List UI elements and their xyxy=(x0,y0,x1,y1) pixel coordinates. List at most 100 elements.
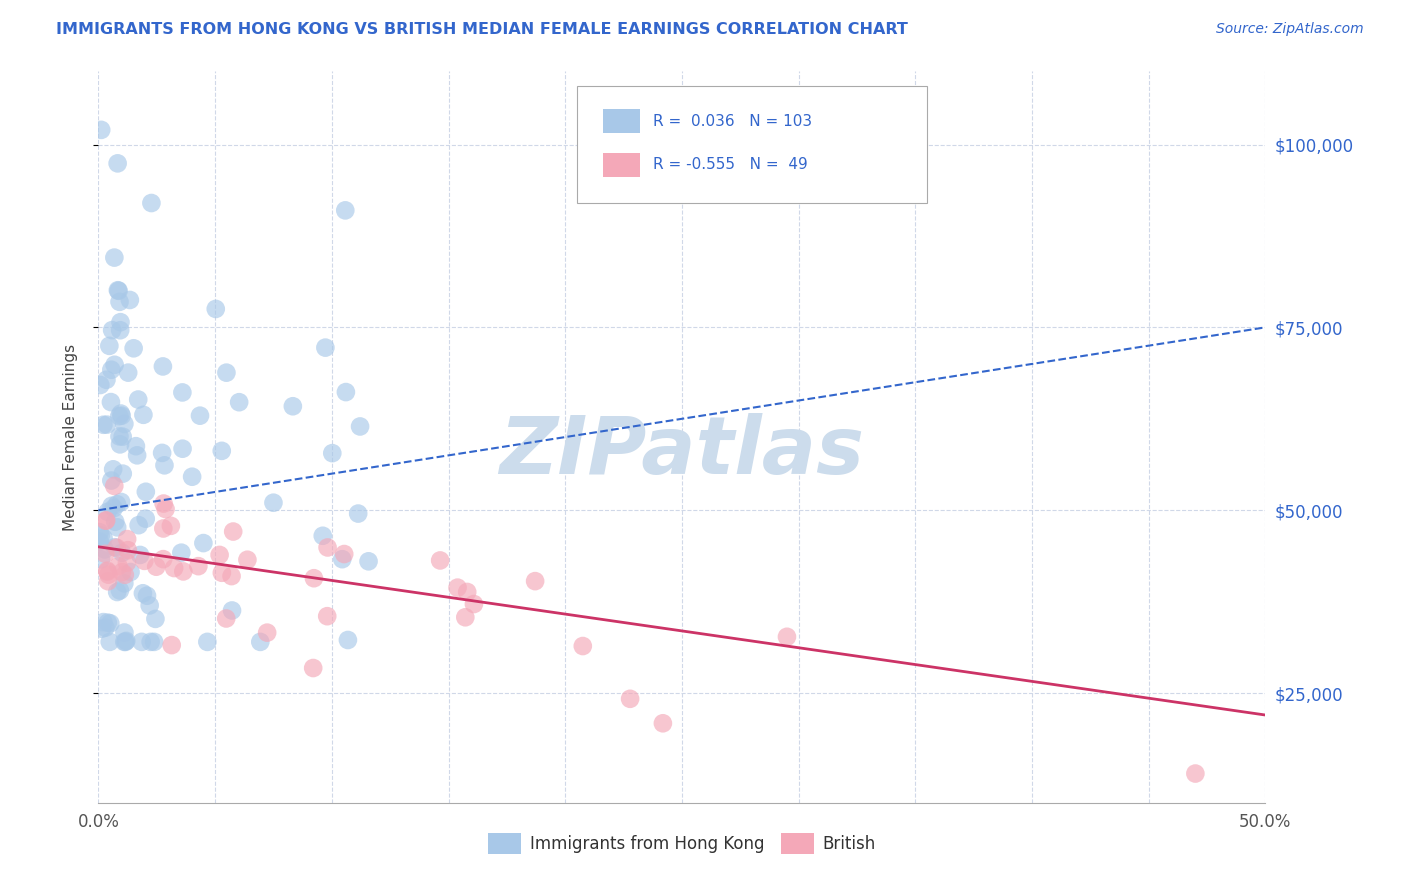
Point xyxy=(96,513,118,527)
Point xyxy=(143,635,166,649)
Point xyxy=(96,565,118,579)
Point xyxy=(152,552,174,566)
Point xyxy=(111,467,134,481)
Point xyxy=(195,635,218,649)
Point xyxy=(463,597,485,611)
Point xyxy=(150,446,173,460)
Point xyxy=(89,378,111,392)
Point xyxy=(316,609,339,624)
Point xyxy=(132,586,155,600)
Point xyxy=(429,553,451,567)
Point xyxy=(117,543,139,558)
Point xyxy=(90,528,112,542)
Text: Source: ZipAtlas.com: Source: ZipAtlas.com xyxy=(1216,22,1364,37)
Text: R =  0.036   N = 103: R = 0.036 N = 103 xyxy=(652,113,811,128)
Point xyxy=(94,514,117,528)
Point xyxy=(112,417,135,431)
Point xyxy=(619,691,641,706)
Point xyxy=(94,547,117,561)
Point xyxy=(454,610,477,624)
Point xyxy=(117,366,139,380)
Point xyxy=(221,603,243,617)
Point xyxy=(103,251,125,265)
Point xyxy=(221,569,243,583)
Point xyxy=(105,520,128,534)
Point xyxy=(89,525,111,540)
Point xyxy=(211,566,233,580)
Point xyxy=(89,534,111,549)
Point xyxy=(90,622,112,636)
Point xyxy=(136,589,159,603)
Point xyxy=(114,635,136,649)
Point xyxy=(112,635,135,649)
Point xyxy=(572,639,595,653)
Point xyxy=(181,469,204,483)
Point xyxy=(215,366,238,380)
Point xyxy=(134,554,156,568)
Point xyxy=(118,293,141,307)
Point xyxy=(281,399,304,413)
Point xyxy=(160,638,183,652)
Point xyxy=(97,567,120,582)
Point xyxy=(141,196,163,211)
Point xyxy=(163,561,186,575)
Point xyxy=(129,548,152,562)
Point xyxy=(208,548,231,562)
FancyBboxPatch shape xyxy=(576,86,927,203)
Point xyxy=(262,496,284,510)
Point xyxy=(312,529,335,543)
Point xyxy=(103,501,125,516)
Point xyxy=(302,571,325,585)
Point xyxy=(170,546,193,560)
Point xyxy=(98,635,121,649)
Point xyxy=(97,615,120,630)
Point xyxy=(96,417,118,432)
Point xyxy=(108,583,131,598)
Point xyxy=(110,315,132,329)
Point xyxy=(115,556,138,570)
Point xyxy=(111,565,134,579)
Point xyxy=(335,203,357,218)
Point xyxy=(105,497,128,511)
Point xyxy=(104,515,127,529)
Point xyxy=(96,564,118,578)
Point xyxy=(193,536,215,550)
Point xyxy=(446,581,468,595)
Point xyxy=(249,635,271,649)
Legend: Immigrants from Hong Kong, British: Immigrants from Hong Kong, British xyxy=(481,827,883,860)
Point xyxy=(330,552,353,566)
Point xyxy=(256,625,278,640)
Point xyxy=(108,437,131,451)
Point xyxy=(114,567,136,582)
Point xyxy=(122,341,145,355)
Point xyxy=(107,283,129,297)
Point xyxy=(127,448,149,462)
Point xyxy=(108,323,131,337)
Point xyxy=(97,574,120,589)
Point xyxy=(94,621,117,635)
Point xyxy=(108,429,131,443)
Point xyxy=(316,541,339,555)
Point xyxy=(155,502,177,516)
Point xyxy=(172,442,194,456)
Point xyxy=(94,542,117,557)
Point xyxy=(104,358,127,372)
Point xyxy=(100,395,122,409)
Point xyxy=(336,632,359,647)
Point xyxy=(215,611,238,625)
Point xyxy=(131,635,153,649)
Point xyxy=(222,524,245,539)
Point xyxy=(524,574,547,588)
Point xyxy=(314,341,336,355)
Point xyxy=(135,511,157,525)
Point xyxy=(101,323,124,337)
Point xyxy=(145,559,167,574)
Point xyxy=(139,635,162,649)
Point xyxy=(101,462,124,476)
Point xyxy=(110,495,132,509)
Point xyxy=(145,612,167,626)
Point xyxy=(107,559,129,574)
Point xyxy=(112,576,135,591)
Point xyxy=(108,409,131,424)
FancyBboxPatch shape xyxy=(603,153,640,177)
